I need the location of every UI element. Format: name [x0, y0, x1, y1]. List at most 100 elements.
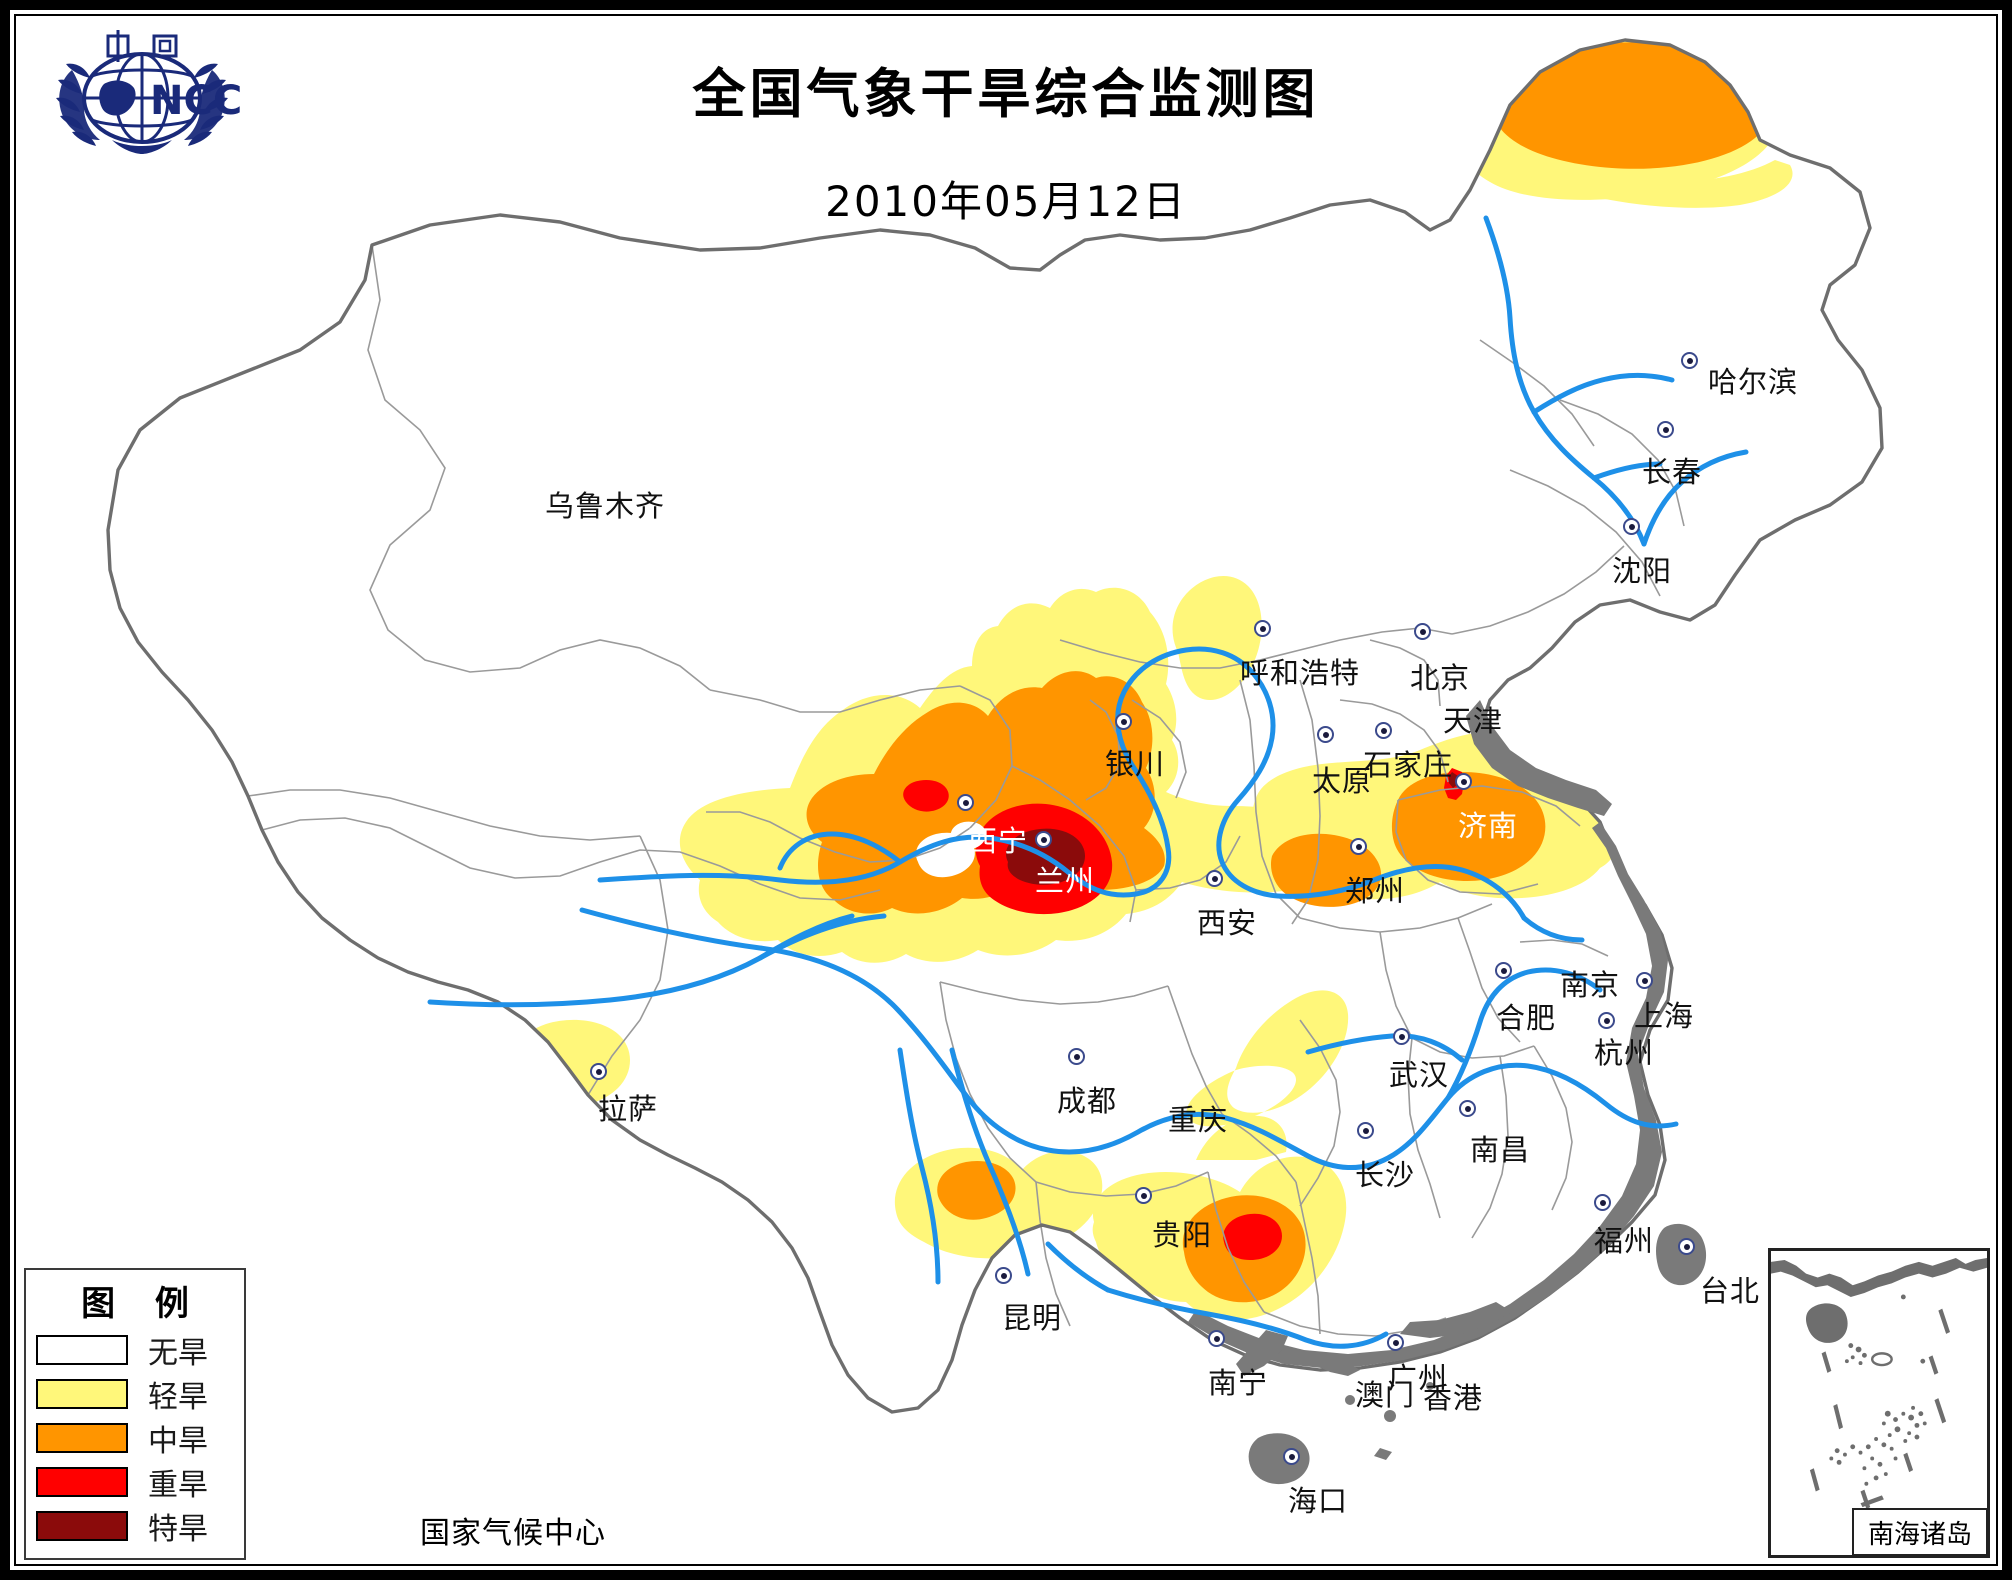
city-label: 长沙	[1355, 1158, 1416, 1192]
city-label: 济南	[1458, 809, 1519, 843]
city-label: 南昌	[1470, 1133, 1531, 1167]
city-label: 福州	[1594, 1224, 1655, 1258]
city-marker-icon	[995, 1267, 1012, 1284]
legend-box: 图 例 无旱轻旱中旱重旱特旱	[24, 1268, 246, 1560]
city-label: 拉萨	[598, 1092, 659, 1126]
city-marker-icon	[1208, 1330, 1225, 1347]
city-marker-icon	[1115, 713, 1132, 730]
legend-swatch	[36, 1467, 128, 1497]
city-label: 西宁	[968, 824, 1029, 858]
city-marker-icon	[1678, 1238, 1695, 1255]
city-marker-icon	[1135, 1187, 1152, 1204]
city-marker-icon	[1035, 831, 1052, 848]
city-marker-icon	[1283, 1448, 1300, 1465]
legend-swatch	[36, 1335, 128, 1365]
city-marker-icon	[1459, 1100, 1476, 1117]
city-label: 南宁	[1208, 1366, 1269, 1400]
city-label: 天津	[1443, 704, 1504, 738]
city-label: 石家庄	[1363, 748, 1454, 782]
city-marker-icon	[1455, 773, 1472, 790]
city-marker-icon	[1598, 1012, 1615, 1029]
city-marker-icon	[1068, 1048, 1085, 1065]
drought-shandong-moderate	[1391, 772, 1546, 882]
legend-row: 中旱	[36, 1419, 244, 1459]
legend-label: 中旱	[148, 1424, 208, 1459]
drought-northeast-light-tail	[1450, 122, 1793, 208]
province-borders	[247, 244, 1685, 1479]
city-label: 重庆	[1168, 1103, 1229, 1137]
city-marker-icon	[1350, 838, 1367, 855]
city-marker-icon	[1636, 972, 1653, 989]
city-marker-icon	[1387, 1334, 1404, 1351]
city-label: 乌鲁木齐	[545, 489, 666, 523]
legend-label: 特旱	[148, 1512, 208, 1547]
city-label: 郑州	[1345, 874, 1406, 908]
inset-map-svg	[1771, 1258, 1987, 1510]
legend-label: 无旱	[148, 1336, 208, 1371]
city-label: 兰州	[1035, 864, 1096, 898]
city-label: 南京	[1560, 968, 1621, 1002]
legend-rows: 无旱轻旱中旱重旱特旱	[26, 1331, 244, 1547]
city-label: 广州	[1388, 1361, 1449, 1395]
city-marker-icon	[1681, 352, 1698, 369]
city-marker-icon	[1414, 623, 1431, 640]
legend-label: 轻旱	[148, 1380, 208, 1415]
drought-inner-mongolia-light	[1172, 575, 1262, 701]
inner-frame	[14, 14, 1998, 1566]
legend-row: 重旱	[36, 1463, 244, 1503]
city-label: 银川	[1105, 747, 1166, 781]
river-yellow	[597, 646, 1527, 921]
city-marker-icon	[590, 1063, 607, 1080]
city-label: 昆明	[1002, 1301, 1063, 1335]
city-marker-icon	[1206, 870, 1223, 887]
city-label: 呼和浩特	[1240, 656, 1361, 690]
city-label: 上海	[1634, 999, 1695, 1033]
south-china-sea-inset: 南海诸岛	[1768, 1248, 1990, 1558]
drought-northeast-moderate	[1492, 42, 1771, 169]
legend-row: 轻旱	[36, 1375, 244, 1415]
page-date: 2010年05月12日	[825, 177, 1187, 226]
city-label: 哈尔滨	[1708, 365, 1799, 399]
city-label: 武汉	[1389, 1058, 1450, 1092]
inset-label: 南海诸岛	[1852, 1508, 1988, 1556]
drought-sichuan-hubei-light	[1186, 990, 1349, 1127]
city-label: 长春	[1642, 455, 1703, 489]
city-label: 西安	[1197, 906, 1258, 940]
city-marker-icon	[1495, 962, 1512, 979]
city-marker-icon	[1375, 722, 1392, 739]
city-label: 贵阳	[1152, 1218, 1213, 1252]
legend-title: 图 例	[81, 1284, 203, 1324]
drought-guizhou-severe	[1223, 1213, 1282, 1260]
city-label: 海口	[1288, 1484, 1349, 1518]
legend-swatch	[36, 1379, 128, 1409]
ncc-logo: NCC	[56, 30, 242, 154]
city-label: 合肥	[1496, 1001, 1557, 1035]
drought-qinghai-spot-severe	[903, 780, 949, 812]
legend-row: 无旱	[36, 1331, 244, 1371]
city-label: 杭州	[1594, 1036, 1655, 1070]
page-title: 全国气象干旱综合监测图	[692, 64, 1320, 125]
rivers	[427, 215, 1749, 1349]
city-marker-icon	[1623, 518, 1640, 535]
coastline	[1188, 700, 1707, 1485]
river-yangtze	[579, 907, 1679, 1170]
city-label: 成都	[1057, 1084, 1118, 1118]
river-pearl	[1105, 1287, 1389, 1349]
city-marker-icon	[957, 794, 974, 811]
city-marker-icon	[1317, 726, 1334, 743]
city-marker-icon	[1393, 1028, 1410, 1045]
city-marker-icon	[1254, 620, 1271, 637]
legend-swatch	[36, 1511, 128, 1541]
city-label: 澳门	[1355, 1378, 1416, 1412]
city-label: 北京	[1410, 661, 1471, 695]
attribution-text: 国家气候中心	[420, 1516, 606, 1551]
city-label: 台北	[1700, 1274, 1761, 1308]
city-marker-icon	[1657, 421, 1674, 438]
legend-swatch	[36, 1423, 128, 1453]
city-marker-icon	[1357, 1122, 1374, 1139]
city-label: 沈阳	[1612, 554, 1673, 588]
city-label: 香港	[1423, 1381, 1484, 1415]
